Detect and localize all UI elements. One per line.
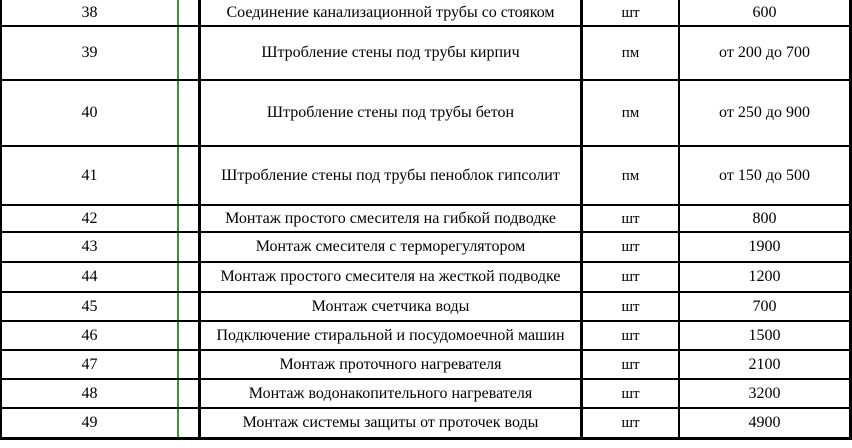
row-number-cell: 43: [0, 233, 179, 261]
service-name-cell: Монтаж счетчика воды: [201, 293, 583, 320]
service-name-cell: Штробление стены под трубы бетон: [201, 81, 583, 145]
table-row: 49 Монтаж системы защиты от проточек вод…: [0, 409, 852, 440]
service-name-cell: Штробление стены под трубы кирпич: [201, 27, 583, 79]
price-cell: 2100: [680, 351, 852, 378]
table-row: 39 Штробление стены под трубы кирпич пм …: [0, 27, 852, 81]
service-name-cell: Монтаж простого смесителя на гибкой подв…: [201, 206, 583, 231]
row-number-cell: 46: [0, 322, 179, 349]
service-name-cell: Монтаж проточного нагревателя: [201, 351, 583, 378]
table-row: 46 Подключение стиральной и посудомоечно…: [0, 322, 852, 351]
price-cell: от 150 до 500: [680, 147, 852, 204]
unit-cell: пм: [583, 147, 680, 204]
service-name-cell: Подключение стиральной и посудомоечной м…: [201, 322, 583, 349]
table-row: 45 Монтаж счетчика воды шт 700: [0, 293, 852, 322]
row-number-cell: 47: [0, 351, 179, 378]
table-row: 47 Монтаж проточного нагревателя шт 2100: [0, 351, 852, 380]
table-row: 44 Монтаж простого смесителя на жесткой …: [0, 263, 852, 293]
empty-cell: [179, 263, 201, 291]
price-cell: 1900: [680, 233, 852, 261]
price-cell: от 200 до 700: [680, 27, 852, 79]
service-name-cell: Соединение канализационной трубы со стоя…: [201, 0, 583, 25]
row-number-cell: 38: [0, 0, 179, 25]
table-row: 41 Штробление стены под трубы пеноблок г…: [0, 147, 852, 206]
price-cell: от 250 до 900: [680, 81, 852, 145]
row-number-cell: 42: [0, 206, 179, 231]
unit-cell: шт: [583, 380, 680, 407]
unit-cell: шт: [583, 206, 680, 231]
row-number-cell: 45: [0, 293, 179, 320]
price-cell: 1500: [680, 322, 852, 349]
empty-cell: [179, 81, 201, 145]
unit-cell: шт: [583, 322, 680, 349]
empty-cell: [179, 0, 201, 25]
table-row: 48 Монтаж водонакопительного нагревателя…: [0, 380, 852, 409]
empty-cell: [179, 27, 201, 79]
empty-cell: [179, 380, 201, 407]
unit-cell: шт: [583, 263, 680, 291]
table-row: 40 Штробление стены под трубы бетон пм о…: [0, 81, 852, 147]
service-name-cell: Штробление стены под трубы пеноблок гипс…: [201, 147, 583, 204]
empty-cell: [179, 293, 201, 320]
empty-cell: [179, 409, 201, 437]
unit-cell: шт: [583, 233, 680, 261]
service-name-cell: Монтаж системы защиты от проточек воды: [201, 409, 583, 437]
row-number-cell: 41: [0, 147, 179, 204]
empty-cell: [179, 351, 201, 378]
table-row: 42 Монтаж простого смесителя на гибкой п…: [0, 206, 852, 233]
empty-cell: [179, 322, 201, 349]
row-number-cell: 44: [0, 263, 179, 291]
table-row: 43 Монтаж смесителя с терморегулятором ш…: [0, 233, 852, 263]
service-name-cell: Монтаж водонакопительного нагревателя: [201, 380, 583, 407]
service-name-cell: Монтаж смесителя с терморегулятором: [201, 233, 583, 261]
table-row: 38 Соединение канализационной трубы со с…: [0, 0, 852, 27]
empty-cell: [179, 147, 201, 204]
unit-cell: пм: [583, 27, 680, 79]
unit-cell: шт: [583, 293, 680, 320]
unit-cell: шт: [583, 409, 680, 437]
unit-cell: шт: [583, 0, 680, 25]
price-cell: 800: [680, 206, 852, 231]
price-cell: 600: [680, 0, 852, 25]
row-number-cell: 40: [0, 81, 179, 145]
empty-cell: [179, 206, 201, 231]
row-number-cell: 49: [0, 409, 179, 437]
empty-cell: [179, 233, 201, 261]
price-cell: 4900: [680, 409, 852, 437]
unit-cell: пм: [583, 81, 680, 145]
price-cell: 3200: [680, 380, 852, 407]
row-number-cell: 48: [0, 380, 179, 407]
service-name-cell: Монтаж простого смесителя на жесткой под…: [201, 263, 583, 291]
unit-cell: шт: [583, 351, 680, 378]
row-number-cell: 39: [0, 27, 179, 79]
price-cell: 1200: [680, 263, 852, 291]
price-cell: 700: [680, 293, 852, 320]
